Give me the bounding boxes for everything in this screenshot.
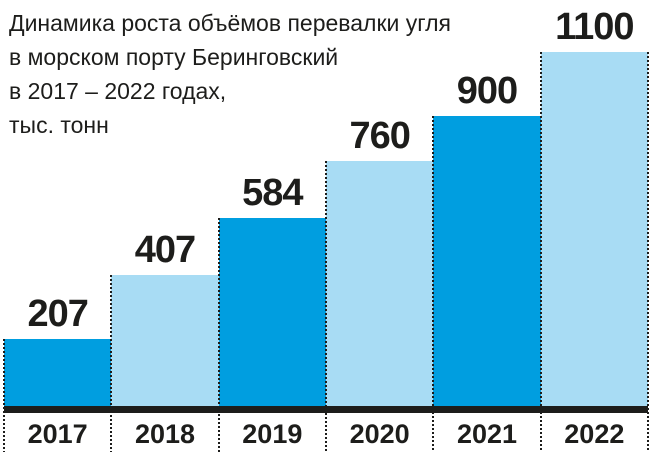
bar-2018 — [111, 275, 219, 406]
chart-title-line-1: Динамика роста объёмов перевалки угля — [9, 10, 452, 36]
value-label-2022: 1100 — [555, 6, 634, 48]
bar-2017 — [4, 339, 112, 406]
value-label-2019: 584 — [242, 172, 303, 214]
dotted-separator — [110, 275, 113, 452]
bar-2022 — [540, 52, 648, 406]
bar-2021 — [433, 116, 541, 406]
dotted-separator — [432, 116, 435, 452]
value-label-2017: 207 — [27, 293, 88, 335]
x-tick-label-2022: 2022 — [564, 419, 625, 449]
x-tick-label-2019: 2019 — [242, 419, 303, 449]
chart-title-line-3: в 2017 – 2022 годах, — [9, 78, 227, 104]
dotted-separator — [539, 52, 542, 452]
x-tick-label-2021: 2021 — [456, 419, 518, 449]
x-tick-label-2017: 2017 — [27, 419, 88, 449]
chart-title: Динамика роста объёмов перевалки угля в … — [9, 6, 451, 142]
bar-2019 — [218, 218, 326, 406]
dotted-separator — [217, 218, 220, 452]
x-tick-label-2018: 2018 — [134, 419, 196, 449]
dotted-separator — [325, 161, 327, 452]
x-tick-label-2020: 2020 — [349, 419, 410, 449]
value-label-2020: 760 — [349, 115, 410, 157]
value-label-2018: 407 — [134, 229, 196, 271]
bar-2020 — [326, 161, 434, 406]
value-label-2021: 900 — [456, 70, 518, 112]
dotted-separator — [647, 52, 649, 452]
chart-title-units: тыс. тонн — [9, 112, 109, 138]
dotted-separator — [3, 339, 5, 452]
chart-title-line-2: в морском порту Беринговский — [9, 44, 339, 70]
